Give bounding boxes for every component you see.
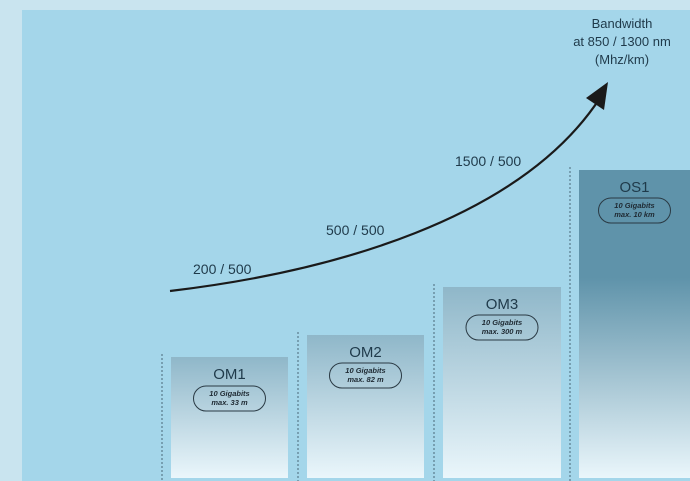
note-pill-om3 [465,314,539,341]
note-pill-os1 [598,197,671,224]
note-pill-om2 [329,362,402,389]
bandwidth-label-3: 1500 / 500 [455,153,521,169]
note-pill-om1 [193,385,266,412]
bar-om3 [443,287,561,478]
note-line2-om1: max. 33 m [211,398,248,407]
bar-title-om2: OM2 [349,344,382,361]
bar-om2 [307,335,424,478]
note-line1-os1: 10 Gigabits [614,201,654,210]
note-line2-os1: max. 10 km [614,210,655,219]
axis-title-line-3: (Mhz/km) [595,52,649,67]
bar-os1 [579,170,690,478]
note-line1-om2: 10 Gigabits [345,366,385,375]
note-line1-om1: 10 Gigabits [209,389,249,398]
note-line1-om3: 10 Gigabits [482,318,522,327]
note-line2-om2: max. 82 m [347,375,384,384]
bandwidth-arrowhead [586,82,608,110]
bandwidth-curve [169,97,601,293]
note-line2-om3: max. 300 m [482,327,523,336]
bar-om1 [171,357,288,478]
bandwidth-label-1: 200 / 500 [193,261,252,277]
axis-title-line-1: Bandwidth [592,16,653,31]
bar-title-om3: OM3 [486,296,519,313]
axis-title-line-2: at 850 / 1300 nm [573,34,671,49]
bar-title-om1: OM1 [213,366,246,383]
bar-title-os1: OS1 [619,179,649,196]
bandwidth-label-2: 500 / 500 [326,222,385,238]
